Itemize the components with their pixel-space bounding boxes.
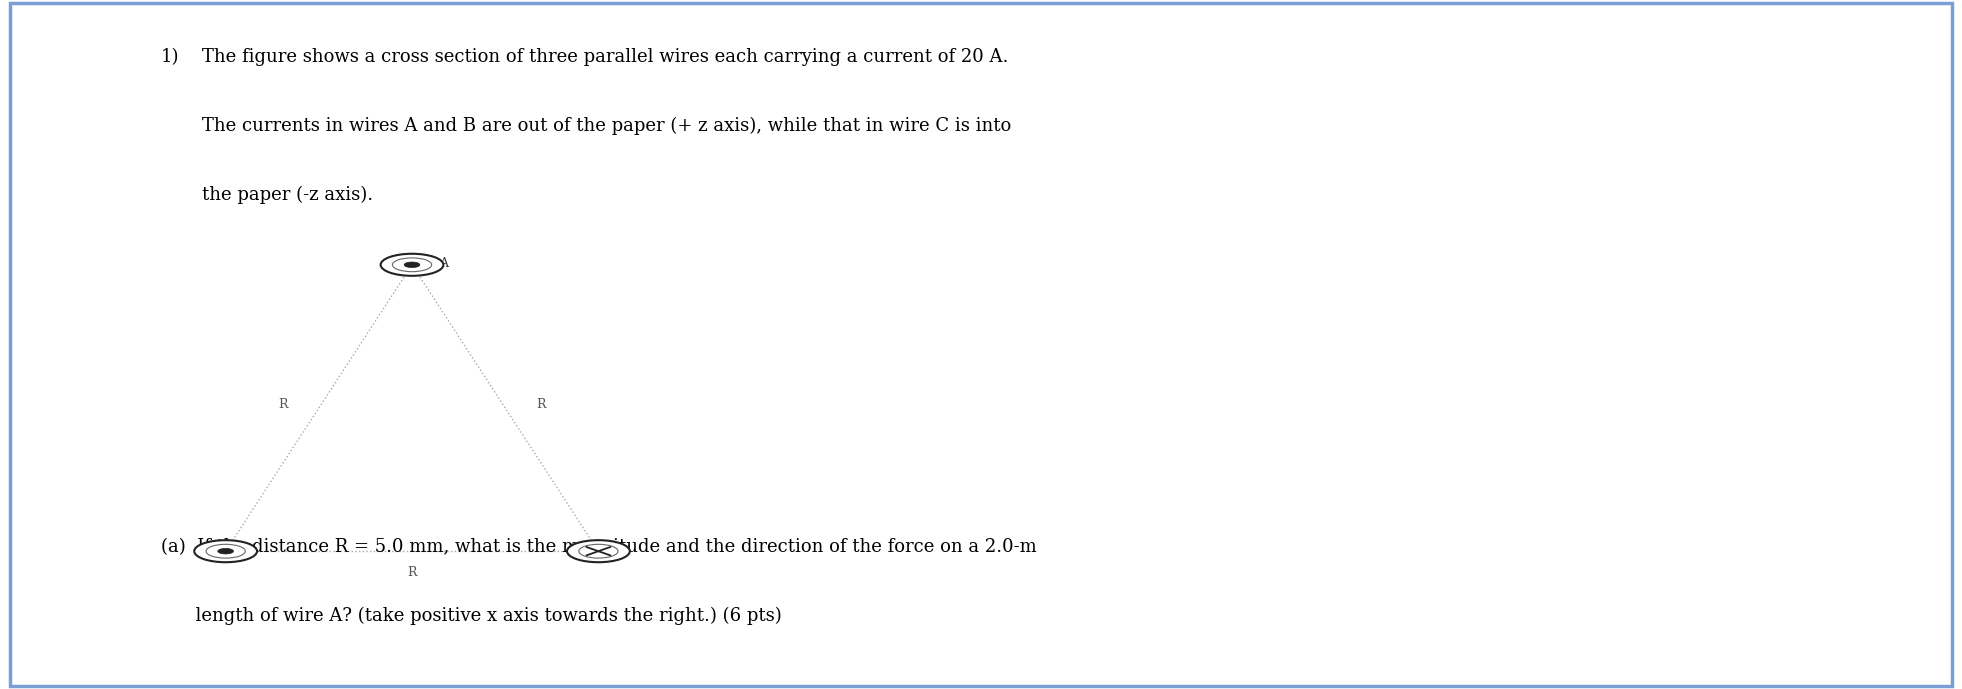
Circle shape [381,254,443,276]
Text: The currents in wires A and B are out of the paper (+ z axis), while that in wir: The currents in wires A and B are out of… [202,117,1010,135]
Circle shape [218,548,233,554]
Text: C: C [612,545,622,557]
Text: The figure shows a cross section of three parallel wires each carrying a current: The figure shows a cross section of thre… [202,48,1008,66]
Circle shape [579,544,618,558]
Text: R: R [279,398,288,411]
Text: R: R [538,398,545,411]
Circle shape [567,540,630,562]
Text: A: A [439,257,449,270]
Text: B: B [202,545,212,557]
Circle shape [194,540,257,562]
Circle shape [206,544,245,558]
Circle shape [392,258,432,271]
Text: the paper (-z axis).: the paper (-z axis). [202,186,373,204]
Text: R: R [408,566,416,579]
Text: (a)  If the distance R = 5.0 mm, what is the magnitude and the direction of the : (a) If the distance R = 5.0 mm, what is … [161,537,1036,555]
Circle shape [404,262,420,267]
Text: length of wire A? (take positive x axis towards the right.) (6 pts): length of wire A? (take positive x axis … [161,606,781,624]
Text: 1): 1) [161,48,179,66]
